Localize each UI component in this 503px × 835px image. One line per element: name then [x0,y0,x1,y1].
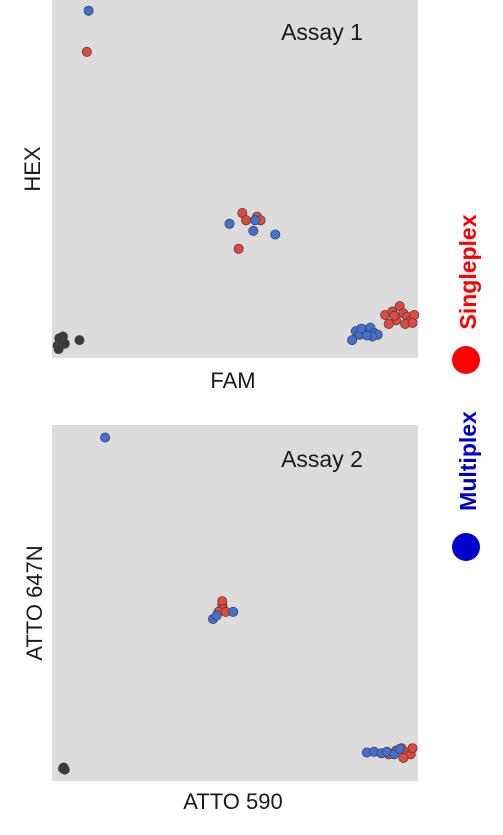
assay-1-multiplex-point [347,335,358,346]
legend: Singleplex Multiplex [452,214,481,561]
assay-1-y-axis-label: HEX [20,146,45,192]
assay-2-multiplex-point [228,606,239,617]
assay-2-panel: Assay 2 ATTO 590 ATTO 647N [22,425,418,814]
assay-1-multiplex-point [361,330,372,341]
assay-1-multiplex-point [356,323,367,334]
assay-1-panel: Assay 1 FAM HEX [20,0,420,393]
assay-1-singleplex-point [233,243,244,254]
assay-2-multiplex-point [100,432,111,443]
assay-1-x-axis-label: FAM [210,368,255,393]
assay-2-y-axis-label: ATTO 647N [22,545,47,660]
assay-1-plot-area [52,0,418,358]
assay-2-plot-area [52,425,418,781]
assay-1-singleplex-point [383,318,394,329]
assay-1-multiplex-point [83,5,94,16]
legend-marker-multiplex [452,533,480,561]
assay-1-singleplex-point [407,317,418,328]
assay-1-multiplex-point [248,225,259,236]
assay-1-multiplex-point [224,218,235,229]
assay-1-multiplex-point [250,215,261,226]
assay-2-x-axis-label: ATTO 590 [183,789,282,814]
assay-2-points [58,432,418,775]
assay-2-title: Assay 2 [281,446,363,472]
assay-1-singleplex-point [389,310,400,321]
legend-label-multiplex: Multiplex [455,411,481,511]
assay-1-points [52,5,420,355]
assay-1-negative-point [59,338,70,349]
assay-2-singleplex-point [217,596,228,607]
assay-2-multiplex-point [211,610,222,621]
assay-1-multiplex-point [270,229,281,240]
assay-1-title: Assay 1 [281,19,363,45]
assay-2-singleplex-point [407,743,418,754]
assay-1-singleplex-point [81,46,92,57]
assay-1-singleplex-point [240,215,251,226]
legend-label-singleplex: Singleplex [455,214,481,329]
legend-marker-singleplex [452,346,480,374]
assay-1-negative-point [74,335,85,346]
assay-2-negative-point [58,762,69,773]
assay-2-multiplex-point [394,744,405,755]
assay-2-singleplex-point [398,752,409,763]
